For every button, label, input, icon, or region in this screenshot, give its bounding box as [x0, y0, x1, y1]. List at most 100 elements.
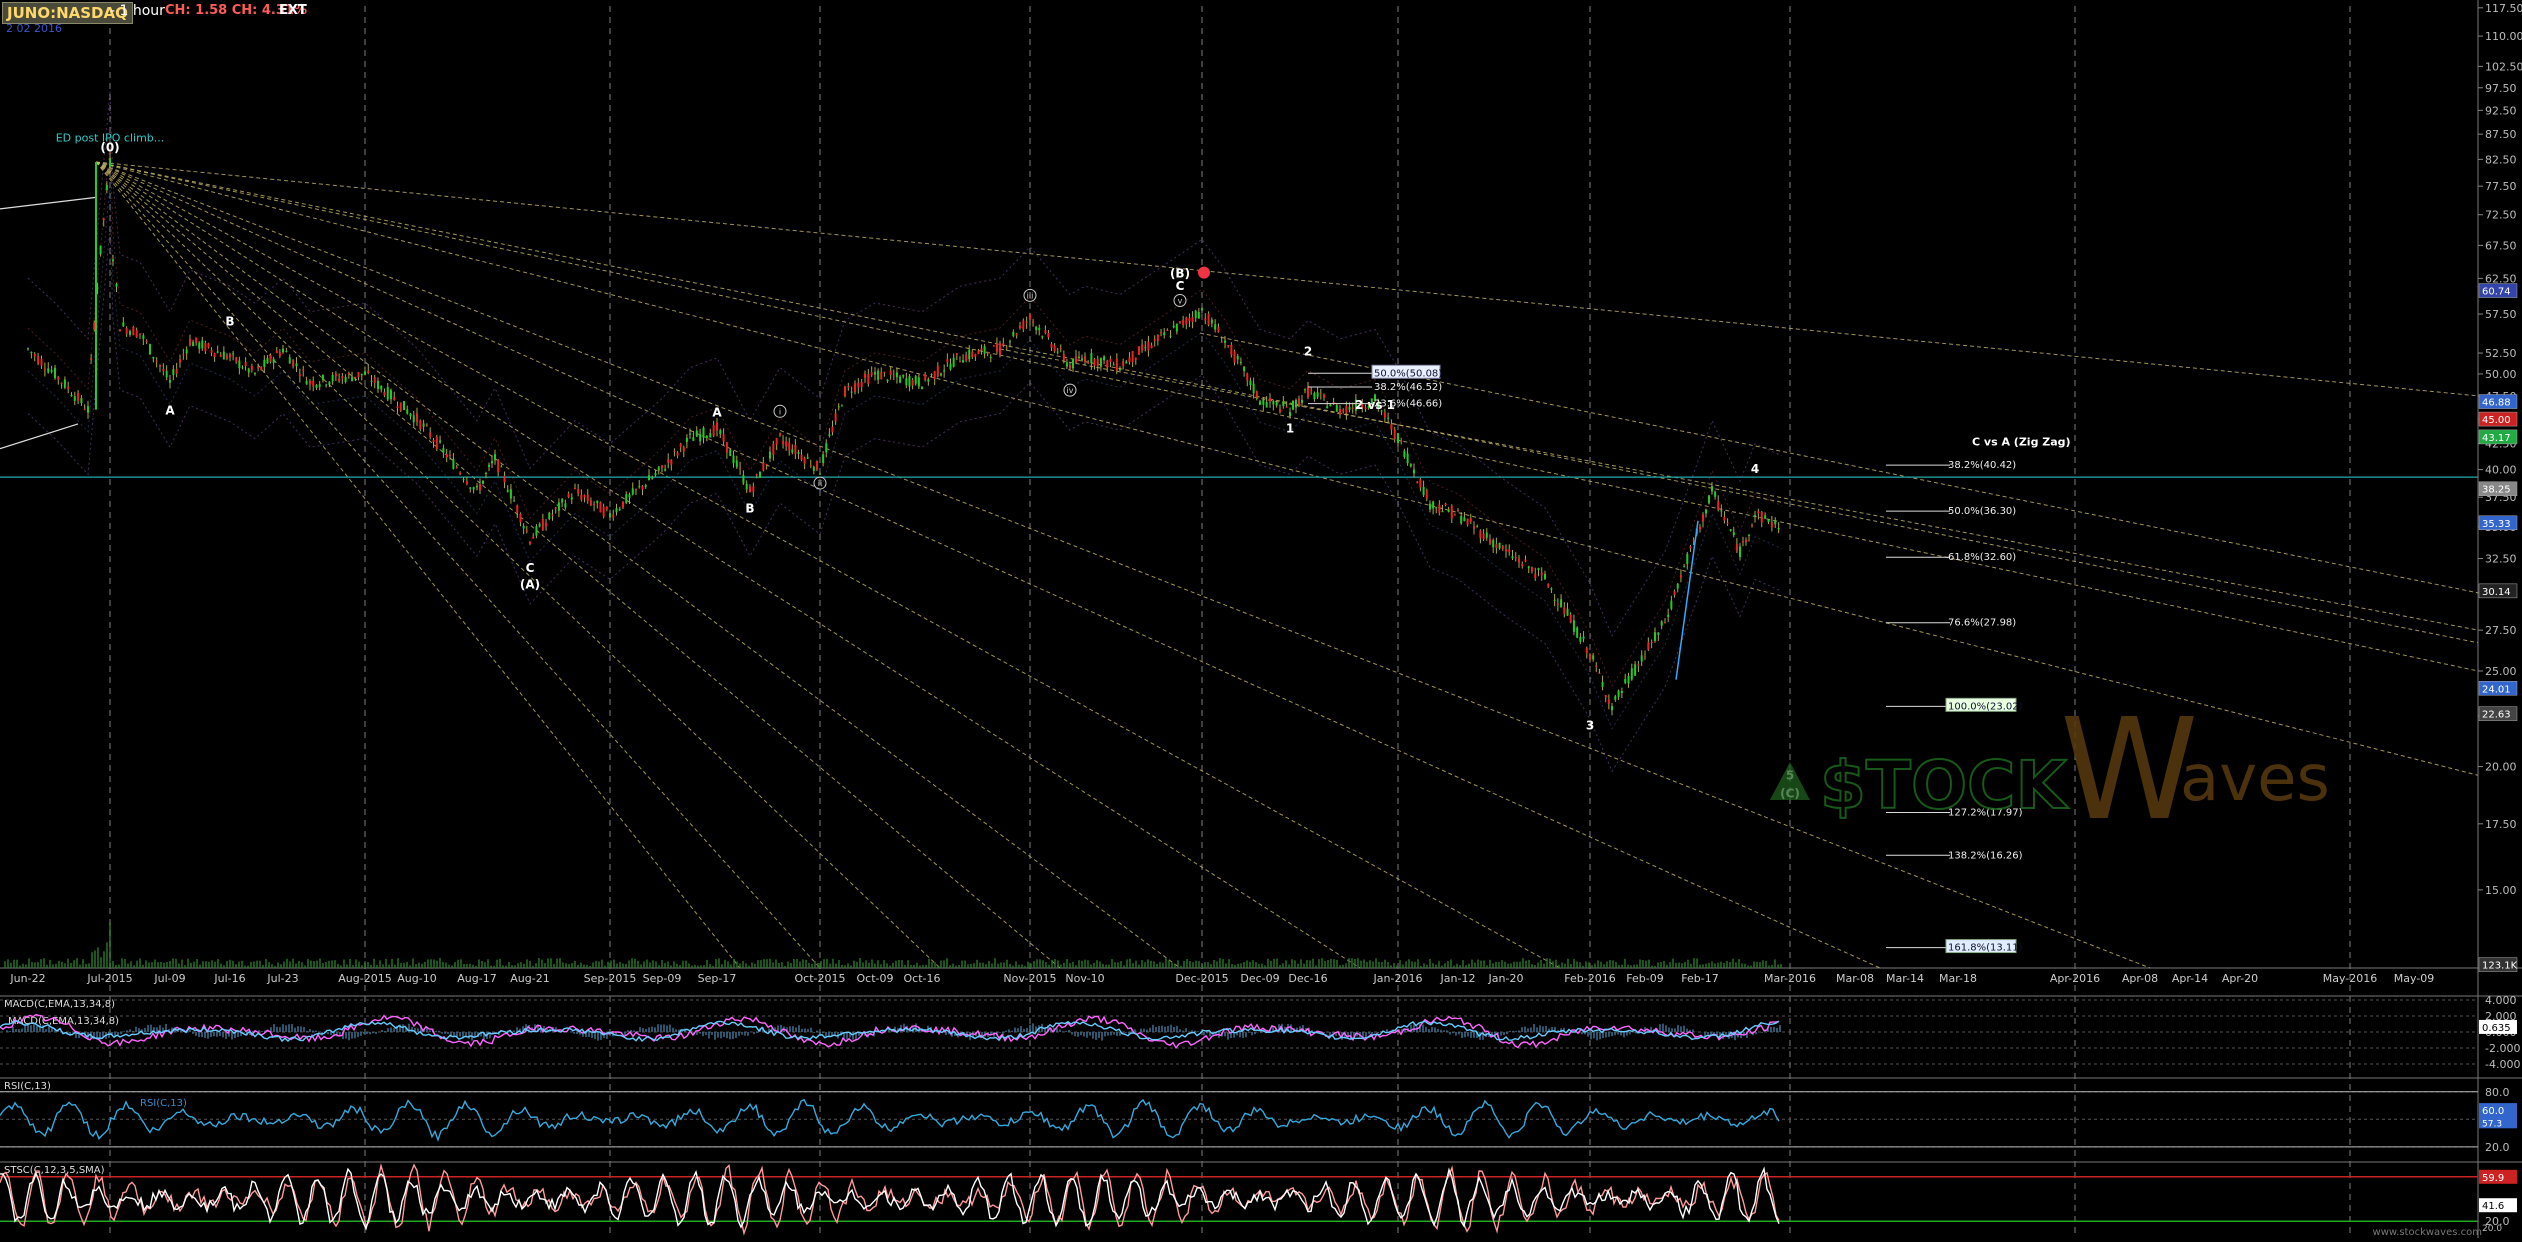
- price-tick-label: 92.50: [2485, 104, 2517, 117]
- candle-body: [794, 445, 796, 454]
- candle-body: [629, 494, 631, 497]
- volume-bar: [889, 966, 891, 968]
- macd-histogram-bar: [288, 1024, 290, 1032]
- volume-bar: [1765, 961, 1767, 968]
- candle-body: [1310, 390, 1312, 391]
- candle-body: [1109, 359, 1111, 362]
- macd-histogram-bar: [699, 1032, 701, 1034]
- volume-bar: [466, 964, 468, 968]
- volume-bar: [118, 965, 120, 968]
- volume-bar: [631, 958, 633, 968]
- volume-bar: [1078, 960, 1080, 968]
- volume-bar: [946, 958, 948, 968]
- macd-histogram-bar: [1587, 1032, 1589, 1037]
- volume-bar: [439, 958, 441, 968]
- volume-bar: [1186, 959, 1188, 968]
- candle-body: [1508, 549, 1510, 552]
- candle-body: [315, 385, 317, 388]
- macd-histogram-bar: [1683, 1026, 1685, 1032]
- macd-histogram-bar: [1467, 1032, 1469, 1036]
- volume-bar: [838, 960, 840, 968]
- volume-bar: [112, 961, 114, 968]
- volume-bar: [1192, 962, 1194, 968]
- volume-bar: [1027, 962, 1029, 968]
- wave-label: 4: [1751, 462, 1759, 476]
- candle-body: [539, 524, 541, 527]
- candle-body: [574, 488, 576, 489]
- volume-bar: [1030, 963, 1032, 968]
- volume-bar: [1417, 959, 1419, 968]
- volume-bar: [1153, 962, 1155, 968]
- candle-body: [1157, 335, 1159, 341]
- candle-body: [854, 383, 856, 392]
- candle-body: [182, 354, 184, 355]
- volume-bar: [670, 965, 672, 968]
- candle-body: [1054, 345, 1056, 351]
- volume-bar: [757, 960, 759, 968]
- volume-bar: [1375, 958, 1377, 968]
- candle-body: [918, 377, 920, 386]
- volume-bar: [1753, 961, 1755, 968]
- volume-bar: [1729, 962, 1731, 968]
- volume-bar: [448, 965, 450, 968]
- macd-histogram-bar: [1773, 1027, 1775, 1032]
- candle-body: [1579, 637, 1581, 642]
- candle-body: [596, 501, 598, 504]
- macd-histogram-bar: [1443, 1030, 1445, 1032]
- timeframe-label[interactable]: - 1 hour: [110, 3, 165, 19]
- time-tick-label: Sep-09: [643, 972, 682, 985]
- candle-body: [847, 386, 849, 387]
- macd-histogram-bar: [1245, 1032, 1247, 1037]
- volume-bar: [703, 965, 705, 968]
- volume-bar: [685, 961, 687, 968]
- volume-bar: [91, 952, 93, 968]
- macd-histogram-bar: [1248, 1032, 1250, 1033]
- volume-bar: [10, 963, 12, 968]
- candle-body: [54, 368, 56, 378]
- candle-body: [1176, 324, 1178, 332]
- volume-bar: [892, 963, 894, 968]
- volume-bar: [1525, 961, 1527, 968]
- volume-bar: [1210, 964, 1212, 968]
- volume-bar: [937, 966, 939, 968]
- candle-body: [1670, 601, 1672, 609]
- volume-bar: [472, 965, 474, 968]
- moving-average-channel: [28, 91, 1782, 636]
- volume-bar: [1087, 960, 1089, 968]
- volume-bar: [784, 966, 786, 968]
- volume-bar: [736, 961, 738, 968]
- candle-body: [801, 455, 803, 460]
- fan-line: [96, 162, 740, 968]
- volume-bar: [1279, 965, 1281, 968]
- candle-body: [1286, 407, 1288, 408]
- candle-body: [1699, 527, 1701, 530]
- volume-bar: [1687, 960, 1689, 968]
- macd-histogram-bar: [660, 1024, 662, 1032]
- volume-bar: [1081, 961, 1083, 968]
- macd-histogram-bar: [1140, 1029, 1142, 1032]
- candle-body: [1038, 328, 1040, 330]
- volume-bar: [1564, 964, 1566, 968]
- volume-bar: [106, 942, 108, 968]
- volume-bar: [1303, 964, 1305, 968]
- macd-histogram-bar: [1251, 1032, 1253, 1035]
- macd-histogram-bar: [714, 1032, 716, 1040]
- volume-bar: [1681, 963, 1683, 968]
- macd-histogram-bar: [1755, 1032, 1757, 1034]
- macd-histogram-bar: [1668, 1027, 1670, 1032]
- volume-bar: [637, 961, 639, 968]
- volume-bar: [874, 964, 876, 968]
- macd-histogram-bar: [1077, 1032, 1079, 1037]
- candle-body: [864, 374, 866, 378]
- candle-body: [1733, 532, 1735, 535]
- volume-bar: [100, 957, 102, 968]
- volume-bar: [592, 962, 594, 968]
- macd-histogram-bar: [708, 1032, 710, 1039]
- moving-average-channel: [28, 184, 1782, 729]
- candle-body: [893, 375, 895, 376]
- candle-body: [500, 466, 502, 467]
- price-tick-label: 110.00: [2485, 30, 2522, 43]
- candle-body: [729, 450, 731, 457]
- volume-bar: [1330, 959, 1332, 968]
- candle-body: [642, 486, 644, 490]
